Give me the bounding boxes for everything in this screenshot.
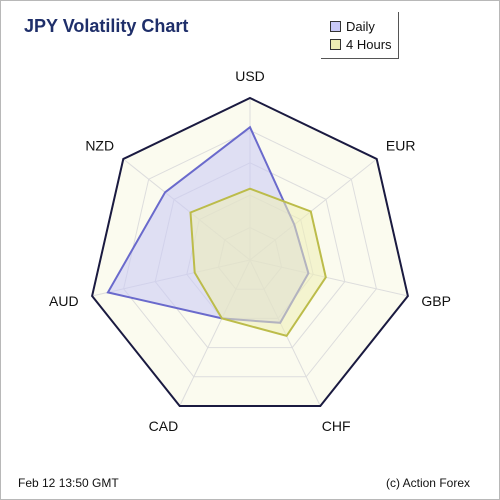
legend-swatch-daily [330,20,341,32]
axis-label-usd: USD [235,68,265,84]
legend-swatch-4-hours [330,38,341,50]
footer-timestamp: Feb 12 13:50 GMT [18,476,119,490]
radar-outline [91,96,409,407]
footer-copyright: (c) Action Forex [385,476,470,490]
axis-label-nzd: NZD [85,137,114,153]
axis-label-cad: CAD [149,418,179,434]
chart-title: JPY Volatility Chart [24,16,189,36]
radar-series [106,125,327,338]
legend-item-daily: Daily [330,18,375,34]
axis-label-chf: CHF [322,418,351,434]
radar-outer-border [91,96,409,407]
legend-item-4-hours: 4 Hours [330,36,392,52]
axis-label-eur: EUR [386,137,416,153]
axis-labels: USD EUR GBP CHF CAD AUD NZD [49,68,451,434]
series-area-4-hours [189,187,327,338]
axis-label-gbp: GBP [421,293,451,309]
legend-label-daily: Daily [346,18,375,34]
axis-label-aud: AUD [49,293,79,309]
legend-label-4-hours: 4 Hours [346,36,392,52]
legend: Daily 4 Hours [321,12,399,59]
radar-ring [123,129,377,378]
